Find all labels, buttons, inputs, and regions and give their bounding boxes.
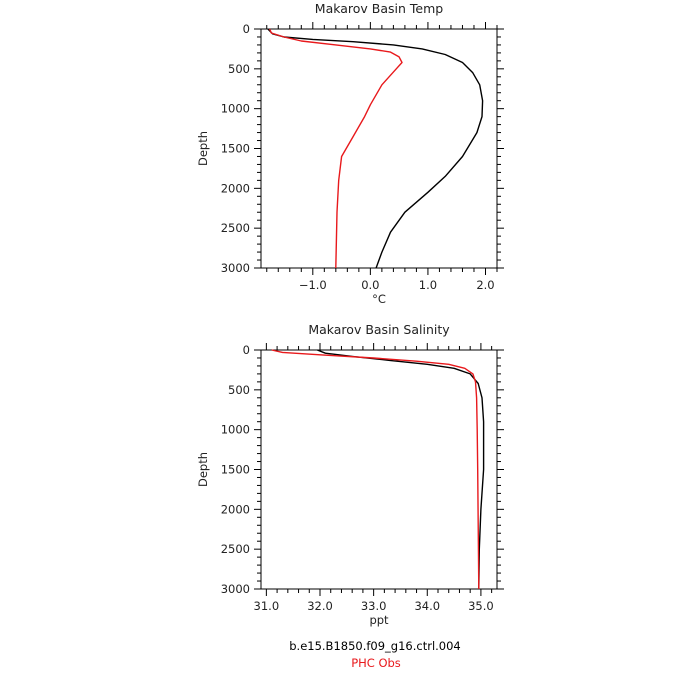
y-tick-label: 2000: [221, 181, 250, 195]
legend-model-label: b.e15.B1850.f09_g16.ctrl.004: [289, 639, 461, 653]
x-tick-label: 1.0: [419, 278, 437, 292]
y-axis-label: Depth: [196, 131, 210, 166]
x-tick-label: 0.0: [361, 278, 379, 292]
x-tick-label: −1.0: [299, 278, 327, 292]
chart-title: Makarov Basin Salinity: [308, 322, 450, 337]
y-tick-label: 1500: [221, 463, 250, 477]
x-tick-label: 31.0: [254, 599, 280, 613]
y-tick-label: 3000: [221, 261, 250, 275]
legend-obs-label: PHC Obs: [351, 656, 401, 670]
x-tick-label: 32.0: [307, 599, 333, 613]
y-tick-label: 2000: [221, 502, 250, 516]
x-axis-label: ppt: [369, 613, 389, 627]
y-tick-label: 500: [228, 383, 250, 397]
x-tick-label: 34.0: [414, 599, 440, 613]
x-tick-label: 33.0: [361, 599, 387, 613]
x-tick-label: 2.0: [476, 278, 494, 292]
series-line-model: [317, 349, 485, 590]
x-tick-label: 35.0: [468, 599, 494, 613]
plot-frame: [260, 349, 498, 590]
series-line-obs: [271, 349, 480, 590]
y-axis-label: Depth: [196, 452, 210, 487]
y-tick-label: 1000: [221, 102, 250, 116]
y-tick-label: 2500: [221, 542, 250, 556]
plot-frame: [260, 28, 498, 269]
y-tick-label: 3000: [221, 582, 250, 596]
y-tick-label: 0: [243, 22, 250, 36]
x-axis-label: °C: [372, 292, 386, 306]
y-tick-label: 2500: [221, 221, 250, 235]
legend: b.e15.B1850.f09_g16.ctrl.004 PHC Obs: [289, 639, 461, 670]
series-line-obs: [268, 28, 403, 269]
chart-temp: Makarov Basin Temp 0 500 1000 1500 2000 2500 30…: [196, 1, 504, 306]
y-tick-label: 1000: [221, 423, 250, 437]
chart-salinity: Makarov Basin Salinity 0 500 1000 1500 2000 25…: [196, 322, 504, 627]
y-tick-label: 0: [243, 343, 250, 357]
y-tick-label: 1500: [221, 142, 250, 156]
y-tick-label: 500: [228, 62, 250, 76]
series-line-model: [267, 28, 484, 269]
chart-title: Makarov Basin Temp: [315, 1, 444, 16]
